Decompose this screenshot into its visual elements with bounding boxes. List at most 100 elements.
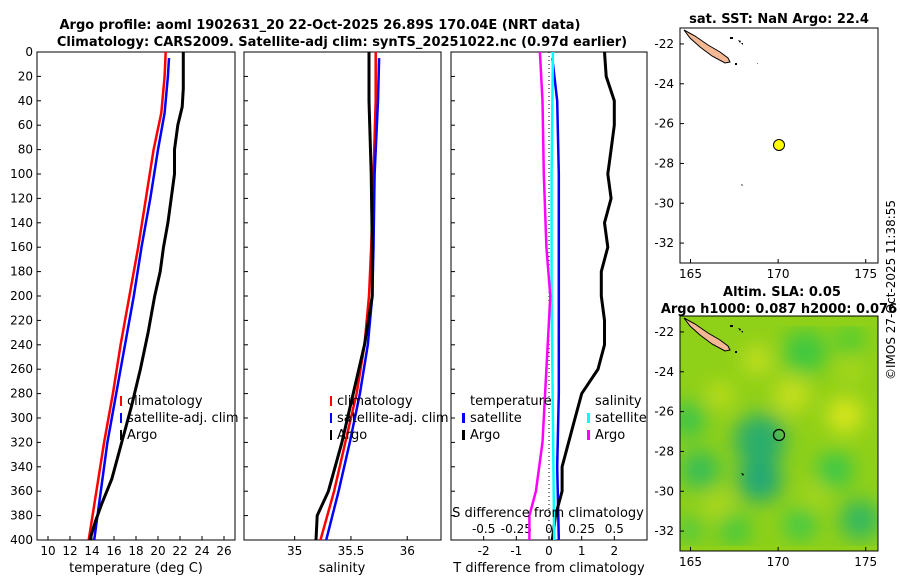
- series-line-climatology: [87, 52, 167, 540]
- x-tick-label: 2: [611, 544, 619, 558]
- salinity-panel: 35 35.5 36 climatology satellite-adj. clim A…: [243, 51, 449, 576]
- x-tick-label: -1: [510, 544, 522, 558]
- temperature-panel: 0 20 40 60 80 100 120 140 160 180 200 220 240 260 280 3…: [10, 45, 239, 576]
- legend-swatch: [330, 396, 332, 406]
- legend-swatch: [587, 430, 590, 440]
- sla-blob: [836, 326, 864, 354]
- sst-map-panel: 165 170 175 -22 -24 -26 -28 -30 -32: [654, 27, 879, 281]
- map-y-tick-label: -28: [654, 156, 674, 170]
- y-tick-label: 300: [10, 411, 33, 425]
- y-tick-label: 200: [10, 289, 33, 303]
- map-y-tick-label: -22: [654, 325, 674, 339]
- legend-label: Argo: [470, 428, 500, 443]
- legend-swatch: [330, 430, 332, 440]
- y-tick-label: 80: [18, 143, 33, 157]
- y-tick-label: 340: [10, 460, 33, 474]
- x-tick-label: 12: [62, 544, 77, 558]
- temperature-axes-box: [36, 51, 236, 541]
- sla-blob: [738, 458, 782, 502]
- map-y-tick-label: -30: [654, 484, 674, 498]
- y-tick-label: 280: [10, 387, 33, 401]
- sla-blob: [743, 346, 771, 374]
- legend-label: satellite: [470, 411, 522, 426]
- sla-blob: [708, 383, 732, 407]
- x-tick-label: 35.5: [338, 544, 365, 558]
- y-tick-label: 100: [10, 167, 33, 181]
- sla-map-panel: 165 170 175 -22 -24 -26 -28 -30 -32: [654, 315, 879, 569]
- y-tick-label: 120: [10, 191, 33, 205]
- y-tick-label: 0: [25, 45, 33, 59]
- map-x-tick-label: 175: [854, 555, 877, 569]
- x-tick-label: 10: [40, 544, 55, 558]
- legend-label: Argo: [337, 428, 367, 443]
- y-tick-label: 180: [10, 265, 33, 279]
- s-tick-label: -0.5: [472, 522, 495, 536]
- sst-map-frame: [679, 27, 879, 264]
- series-line-climatology: [319, 52, 377, 540]
- sla-title-line2: Argo h1000: 0.087 h2000: 0.076: [661, 302, 897, 317]
- s-tick-label: 0.5: [605, 522, 624, 536]
- legend-label: satellite-adj. clim: [127, 411, 239, 426]
- y-tick-label: 400: [10, 533, 33, 547]
- series-line-t-satellite: [551, 57, 561, 540]
- map-x-tick-label: 175: [854, 267, 877, 281]
- legend-swatch: [330, 413, 332, 423]
- series-line-s-argo: [528, 52, 552, 540]
- map-x-tick-label: 170: [767, 267, 790, 281]
- legend-header-temperature: temperature: [470, 394, 552, 409]
- legend-swatch: [120, 396, 122, 406]
- sla-blob: [783, 330, 827, 374]
- legend-label: Argo: [595, 428, 625, 443]
- y-tick-label: 60: [18, 118, 33, 132]
- s-tick-label: 0.25: [568, 522, 595, 536]
- x-tick-label: 18: [128, 544, 143, 558]
- imos-stamp: ©IMOS 27-Oct-2025 11:38:55: [884, 200, 898, 380]
- map-y-tick-label: -24: [654, 365, 674, 379]
- x-tick-label: 35: [287, 544, 302, 558]
- legend-swatch: [120, 430, 122, 440]
- s-tick-label: -0.25: [501, 522, 532, 536]
- sla-blob: [719, 514, 751, 546]
- title-line1: Argo profile: aoml 1902631_20 22-Oct-202…: [60, 18, 581, 33]
- salinity-axes-box: [243, 51, 442, 541]
- legend-label: satellite: [595, 411, 647, 426]
- series-line-argo: [314, 52, 374, 540]
- legend-swatch: [462, 430, 465, 440]
- sla-blob: [680, 518, 702, 542]
- sla-blob: [840, 500, 878, 540]
- sla-blob: [680, 450, 720, 490]
- sla-blob: [817, 452, 853, 488]
- sla-blob: [706, 493, 730, 517]
- map-y-tick-label: -28: [654, 444, 674, 458]
- map-x-tick-label: 170: [767, 555, 790, 569]
- map-y-tick-label: -30: [654, 196, 674, 210]
- argo-marker-sla[interactable]: [772, 428, 786, 442]
- sla-blob: [840, 360, 860, 380]
- legend-swatch: [587, 413, 590, 423]
- map-x-tick-label: 165: [679, 555, 702, 569]
- x-tick-label: -2: [478, 544, 490, 558]
- legend-label: climatology: [127, 394, 203, 409]
- argo-marker-sst[interactable]: [773, 139, 785, 151]
- legend-swatch: [462, 413, 465, 423]
- series-line-satellite-adj-clim: [92, 58, 171, 540]
- title-line2: Climatology: CARS2009. Satellite-adj cli…: [57, 35, 627, 50]
- map-y-tick-label: -32: [654, 236, 674, 250]
- y-tick-label: 20: [18, 69, 33, 83]
- y-tick-label: 380: [10, 509, 33, 523]
- map-x-tick-label: 165: [679, 267, 702, 281]
- legend-label: Argo: [127, 428, 157, 443]
- series-line-satellite-adj-clim: [324, 58, 381, 540]
- s-difference-label: S difference from climatology: [452, 506, 644, 521]
- legend-swatch: [120, 413, 122, 423]
- sst-title: sat. SST: NaN Argo: 22.4: [689, 12, 869, 27]
- t-difference-xlabel: T difference from climatology: [452, 561, 645, 576]
- y-tick-label: 160: [10, 240, 33, 254]
- legend-label: climatology: [337, 394, 413, 409]
- sla-title-line1: Altim. SLA: 0.05: [723, 285, 841, 300]
- x-tick-label: 16: [106, 544, 121, 558]
- map-y-tick-label: -26: [654, 405, 674, 419]
- salinity-xlabel: salinity: [319, 561, 366, 576]
